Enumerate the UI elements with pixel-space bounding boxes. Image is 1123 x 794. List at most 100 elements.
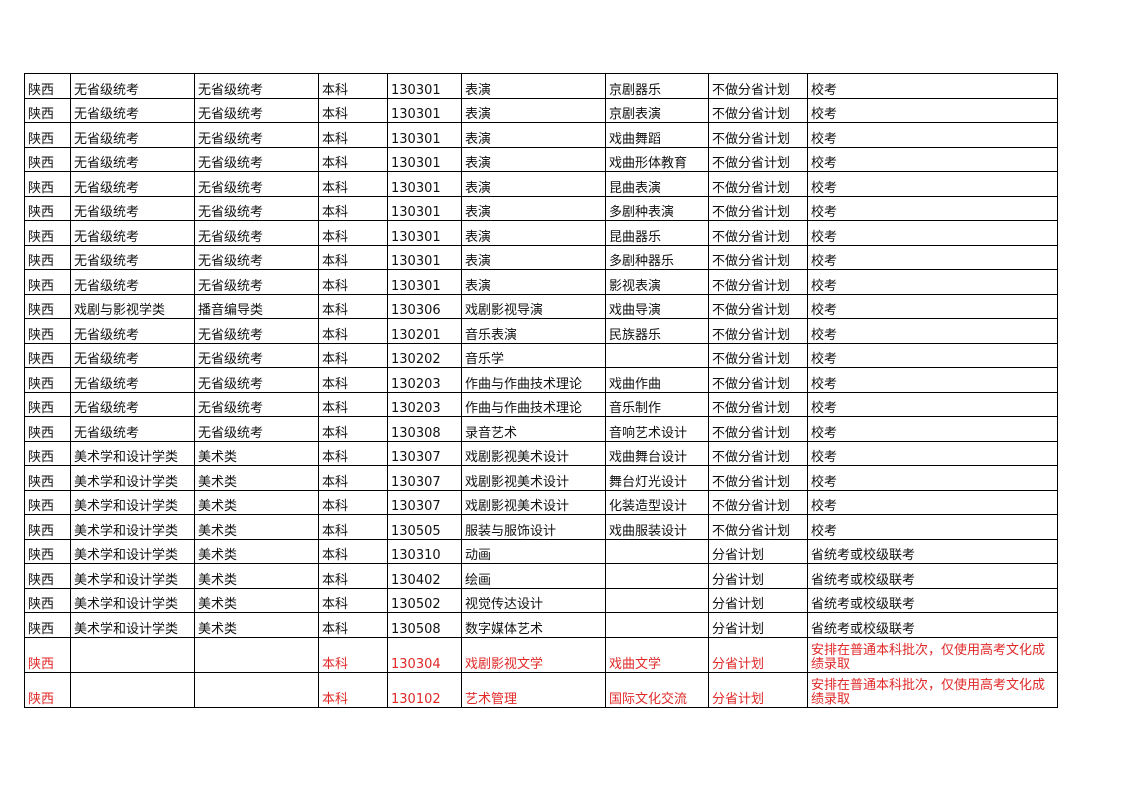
cell-exam-subcategory: 无省级统考 [194, 122, 319, 148]
cell-exam-type: 校考 [807, 220, 1058, 246]
cell-exam-type: 校考 [807, 367, 1058, 393]
table-row: 陕西 无省级统考 无省级统考 本科 130201 音乐表演 民族器乐 不做分省计划 校考 [24, 318, 1058, 344]
cell-level: 本科 [318, 220, 388, 246]
cell-level: 本科 [318, 538, 388, 564]
table-row: 陕西 无省级统考 无省级统考 本科 130301 表演 戏曲形体教育 不做分省计划 校考 [24, 146, 1058, 172]
cell-exam-type: 校考 [807, 465, 1058, 491]
cell-major-direction [605, 342, 709, 368]
cell-exam-subcategory: 美术类 [194, 538, 319, 564]
cell-province: 陕西 [24, 318, 71, 344]
cell-major-code: 130102 [387, 671, 462, 708]
cell-exam-type: 校考 [807, 195, 1058, 221]
cell-major-code: 130301 [387, 146, 462, 172]
cell-level: 本科 [318, 367, 388, 393]
cell-exam-category: 无省级统考 [70, 244, 195, 270]
cell-level: 本科 [318, 612, 388, 638]
cell-province: 陕西 [24, 514, 71, 540]
table-row: 陕西 无省级统考 无省级统考 本科 130301 表演 昆曲器乐 不做分省计划 校考 [24, 220, 1058, 246]
cell-level: 本科 [318, 514, 388, 540]
cell-major-name: 作曲与作曲技术理论 [461, 391, 606, 417]
cell-exam-category: 无省级统考 [70, 122, 195, 148]
cell-exam-category: 美术学和设计学类 [70, 612, 195, 638]
cell-province: 陕西 [24, 293, 71, 319]
table-row: 陕西 美术学和设计学类 美术类 本科 130307 戏剧影视美术设计 舞台灯光设计 不做分省计… [24, 465, 1058, 491]
cell-major-code: 130201 [387, 318, 462, 344]
cell-exam-category: 美术学和设计学类 [70, 514, 195, 540]
cell-major-name: 表演 [461, 73, 606, 99]
cell-major-name: 作曲与作曲技术理论 [461, 367, 606, 393]
cell-exam-category: 美术学和设计学类 [70, 489, 195, 515]
cell-plan-type: 不做分省计划 [708, 146, 808, 172]
cell-exam-type: 校考 [807, 391, 1058, 417]
cell-exam-type: 校考 [807, 244, 1058, 270]
cell-exam-category: 无省级统考 [70, 146, 195, 172]
cell-exam-subcategory: 无省级统考 [194, 171, 319, 197]
cell-exam-category: 无省级统考 [70, 195, 195, 221]
cell-plan-type: 不做分省计划 [708, 97, 808, 123]
cell-major-direction: 影视表演 [605, 269, 709, 295]
cell-major-name: 艺术管理 [461, 671, 606, 708]
cell-major-name: 表演 [461, 146, 606, 172]
cell-level: 本科 [318, 489, 388, 515]
cell-major-code: 130505 [387, 514, 462, 540]
cell-level: 本科 [318, 587, 388, 613]
cell-exam-category: 无省级统考 [70, 318, 195, 344]
cell-major-name: 表演 [461, 195, 606, 221]
cell-province: 陕西 [24, 636, 71, 673]
cell-plan-type: 不做分省计划 [708, 318, 808, 344]
cell-plan-type: 不做分省计划 [708, 514, 808, 540]
cell-major-code: 130301 [387, 220, 462, 246]
cell-level: 本科 [318, 465, 388, 491]
cell-province: 陕西 [24, 220, 71, 246]
cell-major-direction: 京剧表演 [605, 97, 709, 123]
cell-major-name: 数字媒体艺术 [461, 612, 606, 638]
table-row: 陕西 美术学和设计学类 美术类 本科 130402 绘画 分省计划 省统考或校级联考 [24, 563, 1058, 589]
cell-major-code: 130307 [387, 440, 462, 466]
cell-province: 陕西 [24, 465, 71, 491]
cell-major-code: 130301 [387, 122, 462, 148]
cell-major-direction: 京剧器乐 [605, 73, 709, 99]
cell-plan-type: 不做分省计划 [708, 220, 808, 246]
cell-major-name: 戏剧影视美术设计 [461, 440, 606, 466]
cell-exam-type: 校考 [807, 171, 1058, 197]
cell-exam-subcategory: 无省级统考 [194, 195, 319, 221]
cell-plan-type: 分省计划 [708, 671, 808, 708]
cell-exam-category [70, 636, 195, 673]
cell-exam-subcategory: 无省级统考 [194, 391, 319, 417]
cell-plan-type: 分省计划 [708, 612, 808, 638]
cell-major-name: 戏剧影视美术设计 [461, 465, 606, 491]
cell-major-name: 表演 [461, 122, 606, 148]
cell-major-code: 130310 [387, 538, 462, 564]
cell-plan-type: 不做分省计划 [708, 122, 808, 148]
cell-level: 本科 [318, 195, 388, 221]
cell-exam-type: 省统考或校级联考 [807, 538, 1058, 564]
cell-major-name: 绘画 [461, 563, 606, 589]
cell-province: 陕西 [24, 538, 71, 564]
cell-major-code: 130301 [387, 171, 462, 197]
cell-exam-category: 戏剧与影视学类 [70, 293, 195, 319]
cell-major-code: 130508 [387, 612, 462, 638]
cell-exam-type: 省统考或校级联考 [807, 587, 1058, 613]
cell-level: 本科 [318, 318, 388, 344]
cell-province: 陕西 [24, 146, 71, 172]
table-row: 陕西 无省级统考 无省级统考 本科 130301 表演 京剧器乐 不做分省计划 校考 [24, 73, 1058, 99]
cell-major-direction: 民族器乐 [605, 318, 709, 344]
cell-exam-subcategory: 无省级统考 [194, 244, 319, 270]
table-row: 陕西 美术学和设计学类 美术类 本科 130508 数字媒体艺术 分省计划 省统考或校级联考 [24, 612, 1058, 638]
cell-exam-subcategory: 美术类 [194, 612, 319, 638]
cell-major-direction: 多剧种表演 [605, 195, 709, 221]
cell-province: 陕西 [24, 73, 71, 99]
cell-exam-subcategory: 美术类 [194, 489, 319, 515]
cell-level: 本科 [318, 97, 388, 123]
table-row: 陕西 无省级统考 无省级统考 本科 130202 音乐学 不做分省计划 校考 [24, 342, 1058, 368]
cell-exam-subcategory: 播音编导类 [194, 293, 319, 319]
cell-exam-subcategory: 无省级统考 [194, 342, 319, 368]
cell-province: 陕西 [24, 367, 71, 393]
cell-exam-type: 校考 [807, 489, 1058, 515]
cell-exam-subcategory: 无省级统考 [194, 146, 319, 172]
highlighted-table-row: 陕西 本科 130304 戏剧影视文学 戏曲文学 分省计划 安排在普通本科批次，仅使用高考文… [24, 636, 1058, 673]
cell-major-code: 130307 [387, 465, 462, 491]
cell-major-code: 130301 [387, 195, 462, 221]
cell-plan-type: 不做分省计划 [708, 367, 808, 393]
cell-plan-type: 不做分省计划 [708, 391, 808, 417]
